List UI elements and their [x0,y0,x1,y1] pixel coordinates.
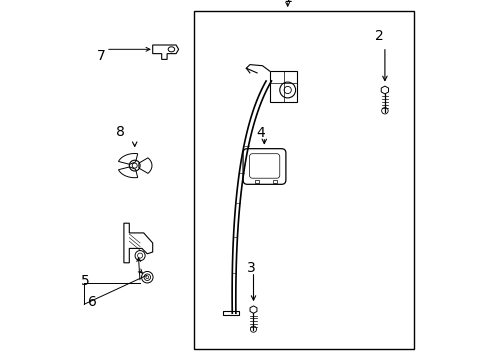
Text: 4: 4 [256,126,264,140]
Text: 8: 8 [116,125,124,139]
Text: 1: 1 [283,0,291,5]
Text: 2: 2 [374,29,383,43]
Text: 5: 5 [81,274,89,288]
Text: 7: 7 [97,49,105,63]
Text: 6: 6 [88,295,97,309]
Text: 3: 3 [247,261,256,275]
